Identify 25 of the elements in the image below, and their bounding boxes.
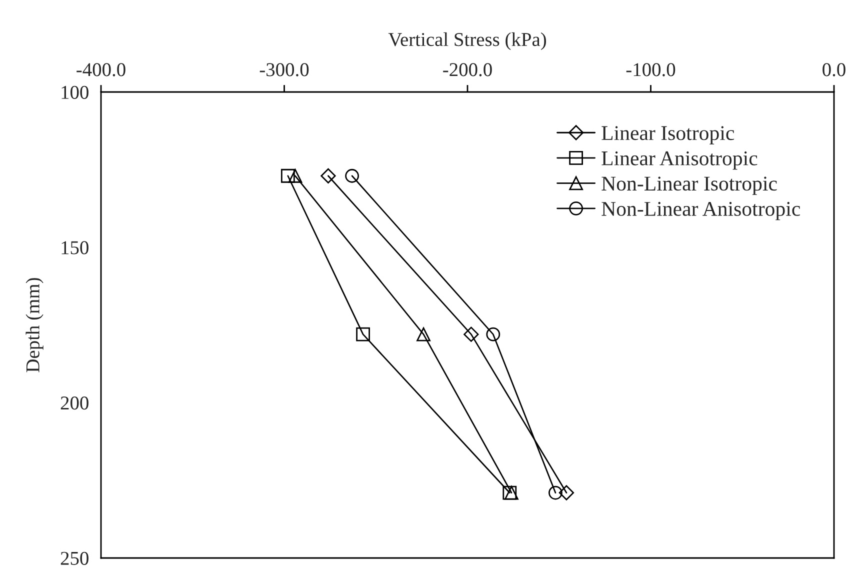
y-axis-title: Depth (mm) (26, 278, 44, 372)
point (464, 326, 479, 342)
point (356, 327, 370, 342)
legend-label: Linear Isotropic (602, 126, 734, 144)
x-tick-label: -100.0 (626, 63, 676, 76)
y-tick-label: 250 (60, 552, 88, 565)
point (416, 327, 430, 342)
point (345, 168, 359, 183)
y-tick-label: 100 (62, 86, 88, 99)
legend-label: Linear Anisotropic (602, 151, 758, 170)
x-tick-label: -400.0 (76, 63, 126, 76)
y-tick-label: 150 (62, 241, 88, 254)
legend-label: Non-Linear Anisotropic (602, 202, 800, 220)
point (558, 485, 574, 500)
legend-label: Non-Linear Isotropic (602, 176, 777, 195)
x-tick-label: 0.0 (822, 63, 846, 76)
y-tick-label: 200 (60, 396, 88, 410)
x-tick-label: -300.0 (260, 63, 309, 76)
point (548, 486, 562, 500)
x-tick-label: -200.0 (443, 63, 492, 76)
point (280, 168, 295, 183)
point (288, 168, 302, 183)
point (320, 168, 336, 184)
x-axis-title: Vertical Stress (kPa) (388, 32, 546, 50)
point (486, 327, 500, 342)
